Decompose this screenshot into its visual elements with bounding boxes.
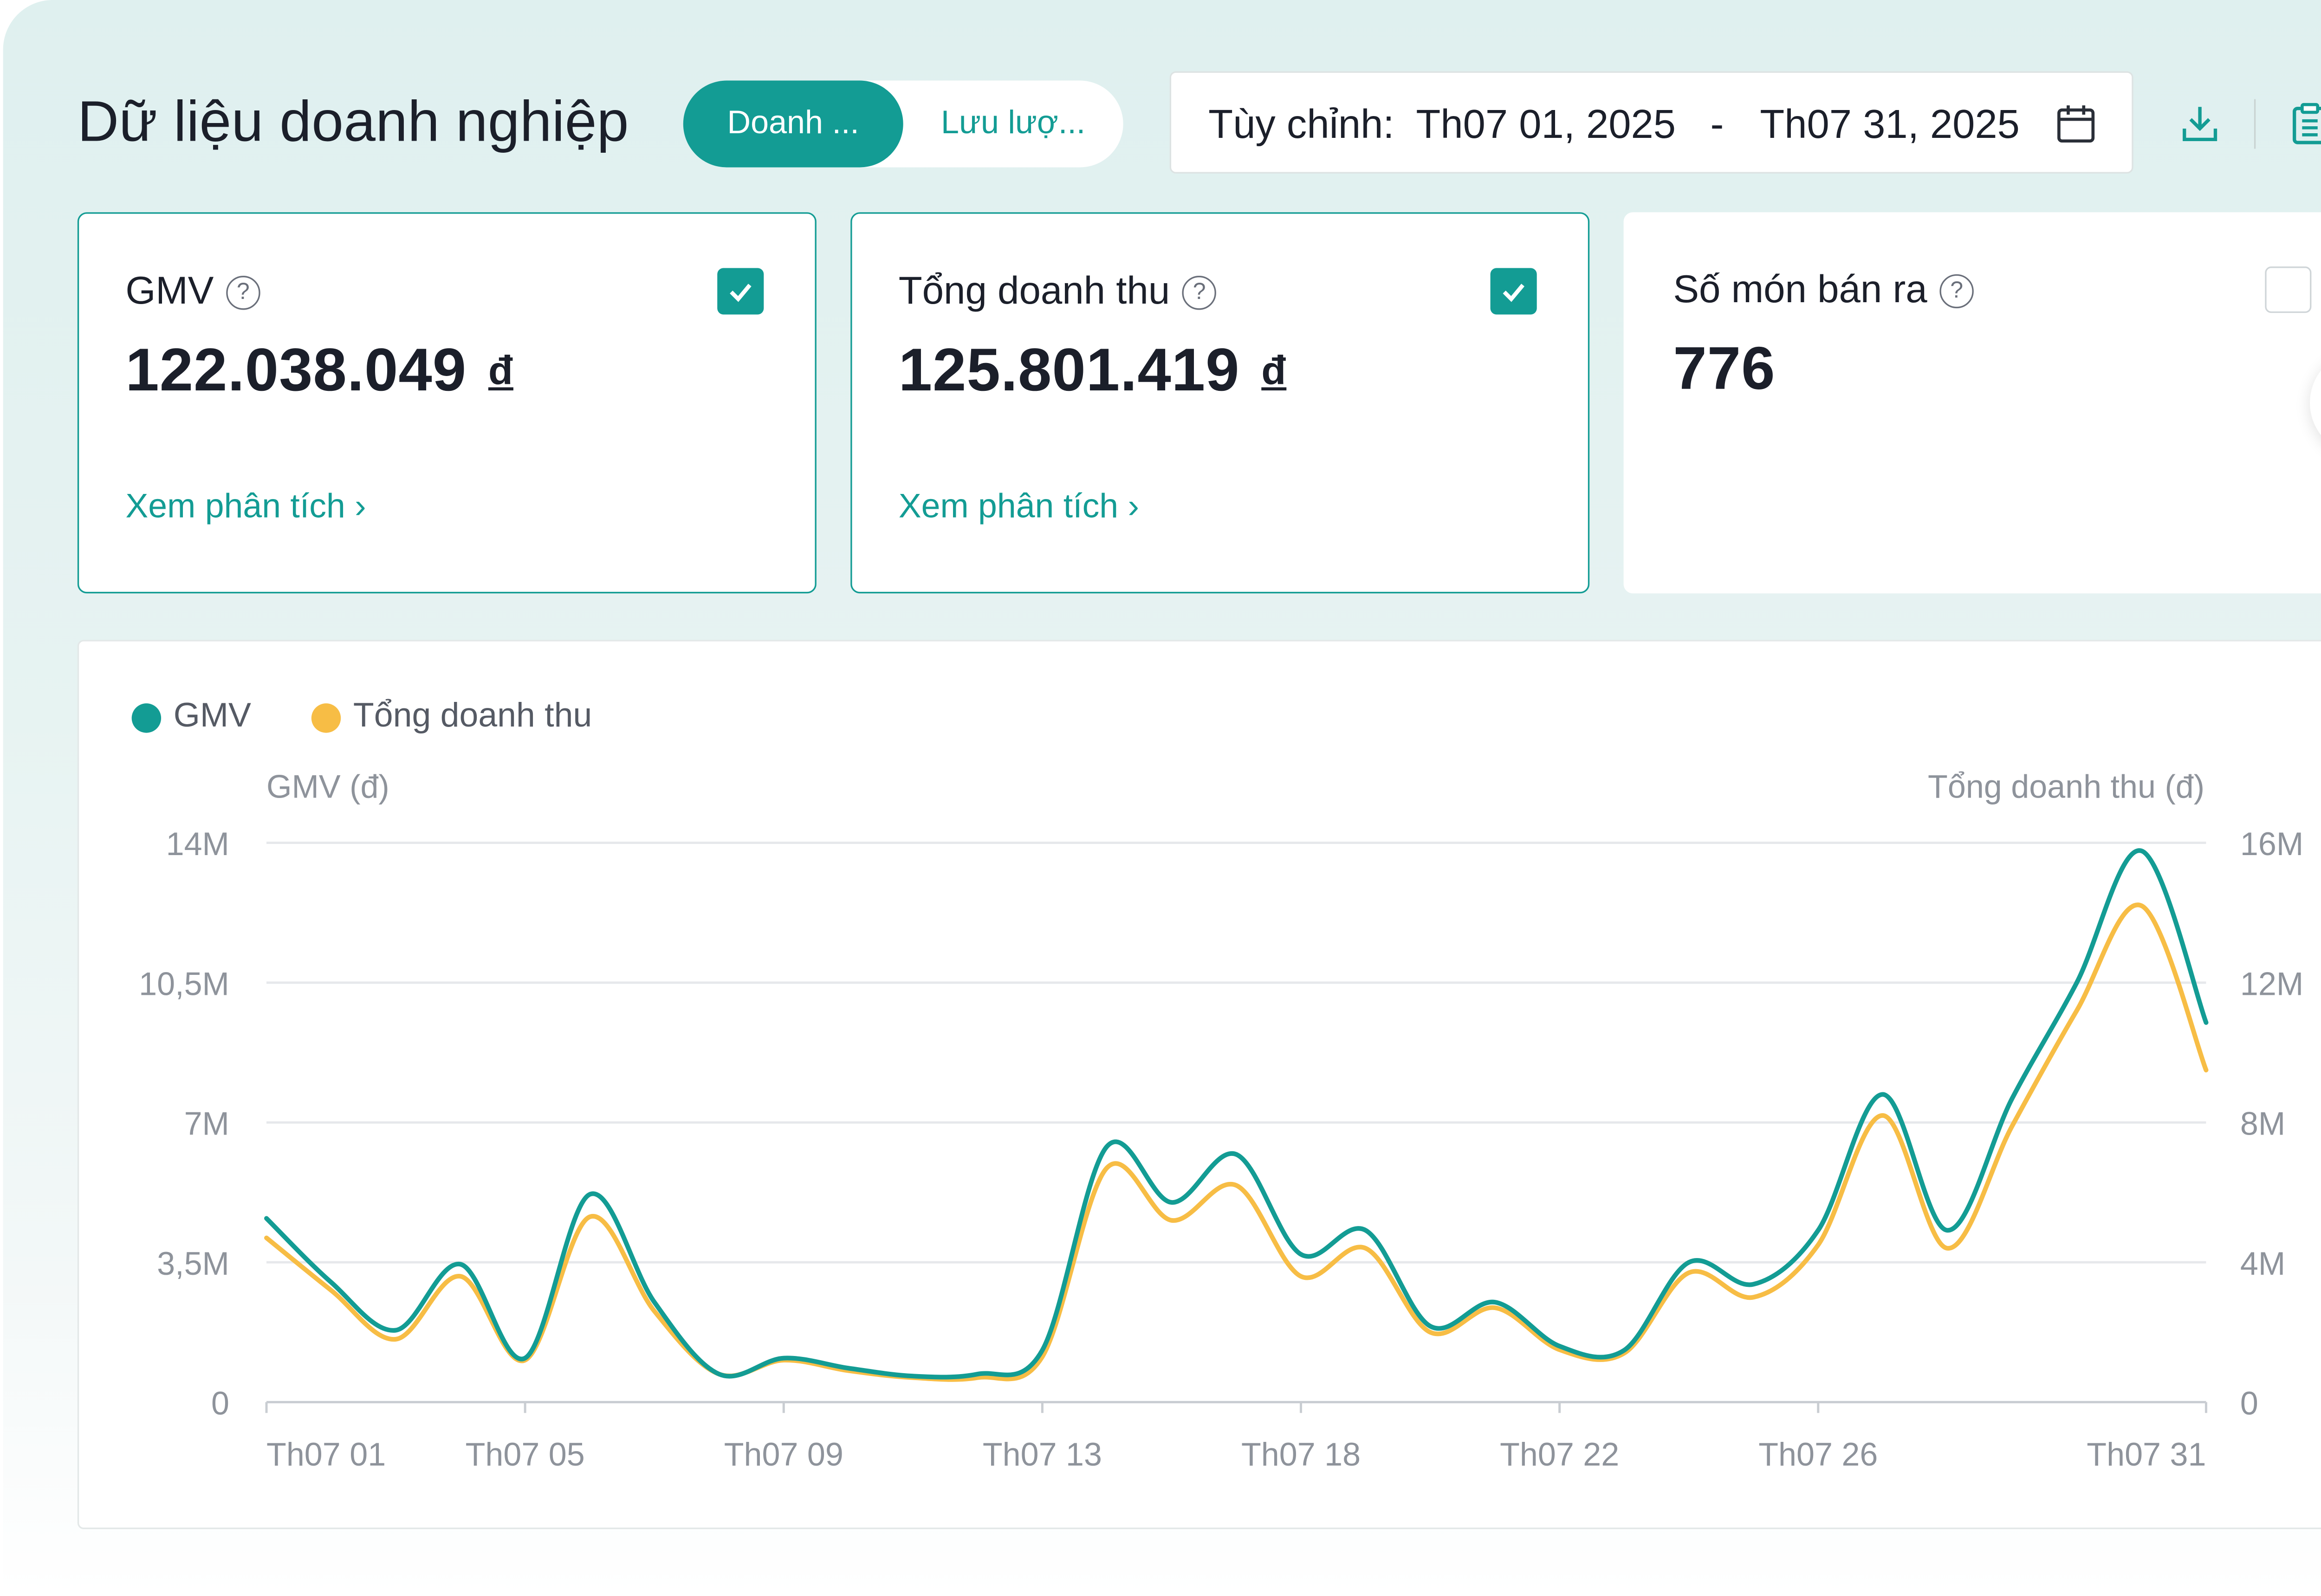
card-title: Số món bán ra: [1673, 268, 1927, 311]
card-title: Tổng doanh thu: [898, 269, 1170, 313]
y-tick-label-right: 0: [2240, 1385, 2258, 1421]
card-checkbox[interactable]: [717, 268, 764, 315]
y-tick-label-left: 7M: [184, 1106, 229, 1142]
legend-label-revenue[interactable]: Tổng doanh thu: [353, 695, 592, 734]
x-tick-label: Th07 13: [983, 1436, 1102, 1473]
currency-symbol: đ: [1261, 347, 1287, 394]
help-icon[interactable]: ?: [1939, 274, 1974, 309]
metric-card-gmv[interactable]: GMV? 122.038.049 đ Xem phân tích ›: [77, 212, 817, 594]
y-tick-label-right: 4M: [2240, 1246, 2285, 1282]
metric-card-revenue[interactable]: Tổng doanh thu? 125.801.419 đ Xem phân tí…: [850, 212, 1590, 594]
report-icon[interactable]: [2290, 102, 2321, 153]
download-icon[interactable]: [2178, 102, 2221, 153]
check-icon: [730, 284, 752, 302]
card-value: 776: [1673, 336, 1776, 403]
view-analysis-link[interactable]: Xem phân tích ›: [898, 486, 1140, 526]
help-icon[interactable]: ?: [226, 276, 260, 310]
tab-revenue[interactable]: Doanh ...: [683, 80, 903, 168]
series-line-gmv: [264, 848, 2209, 1380]
date-range-prefix: Tùy chỉnh:: [1208, 100, 1394, 148]
metric-type-toggle: Doanh ... Lưu lượ...: [683, 80, 1123, 168]
y-tick-label-right: 12M: [2240, 966, 2303, 1002]
date-range-picker[interactable]: Tùy chỉnh: Th07 01, 2025 - Th07 31, 2025: [1169, 71, 2133, 174]
business-data-panel: Dữ liệu doanh nghiệp Doanh ... Lưu lượ..…: [3, 0, 2321, 1596]
line-chart: GMV (đ) Tổng doanh thu (đ) 0 0 3,5M 4M 7M 8M 10,…: [139, 769, 2303, 1473]
view-analysis-link[interactable]: Xem phân tích ›: [125, 486, 366, 526]
legend-dot-revenue: [311, 703, 341, 733]
next-cards-button[interactable]: [2310, 350, 2321, 456]
card-value: 125.801.419: [898, 337, 1240, 405]
series-line-revenue: [264, 902, 2209, 1382]
y-tick-label-right: 8M: [2240, 1106, 2285, 1142]
y-tick-label-right: 16M: [2240, 826, 2303, 862]
date-separator: -: [1710, 100, 1724, 148]
card-value: 122.038.049: [125, 337, 467, 405]
y-axis-left-title: GMV (đ): [266, 769, 389, 805]
y-tick-label-left: 0: [211, 1385, 229, 1421]
date-start: Th07 01, 2025: [1416, 100, 1676, 148]
chart-card: GMV Tổng doanh thu GMV (đ) Tổng doanh thu…: [77, 640, 2321, 1530]
legend-label-gmv[interactable]: GMV: [173, 695, 252, 734]
chevron-right-icon: [2310, 350, 2321, 455]
calendar-icon[interactable]: [2054, 102, 2097, 153]
y-axis-right-title: Tổng doanh thu (đ): [1928, 769, 2204, 805]
y-tick-label-left: 10,5M: [139, 966, 229, 1002]
x-tick-label: Th07 26: [1758, 1436, 1878, 1473]
y-tick-label-left: 3,5M: [157, 1246, 229, 1282]
currency-symbol: đ: [488, 347, 513, 394]
legend-dot-gmv: [131, 703, 162, 733]
y-tick-label-left: 14M: [166, 826, 229, 862]
x-tick-label: Th07 05: [466, 1436, 585, 1473]
toolbar-divider: [2254, 99, 2256, 149]
page-title: Dữ liệu doanh nghiệp: [77, 90, 629, 154]
x-tick-label: Th07 22: [1500, 1436, 1619, 1473]
x-tick-label: Th07 18: [1241, 1436, 1361, 1473]
check-icon: [1503, 284, 1524, 302]
x-tick-label: Th07 31: [2087, 1436, 2206, 1473]
x-tick-label: Th07 09: [724, 1436, 843, 1473]
date-end: Th07 31, 2025: [1760, 100, 2020, 148]
metric-card-items-sold[interactable]: Số món bán ra? 776: [1623, 212, 2321, 594]
card-title: GMV: [125, 269, 214, 313]
x-tick-label: Th07 01: [266, 1436, 386, 1473]
tab-traffic[interactable]: Lưu lượ...: [941, 105, 1086, 141]
card-checkbox[interactable]: [2265, 266, 2312, 313]
card-checkbox[interactable]: [1490, 268, 1537, 315]
help-icon[interactable]: ?: [1182, 276, 1217, 310]
